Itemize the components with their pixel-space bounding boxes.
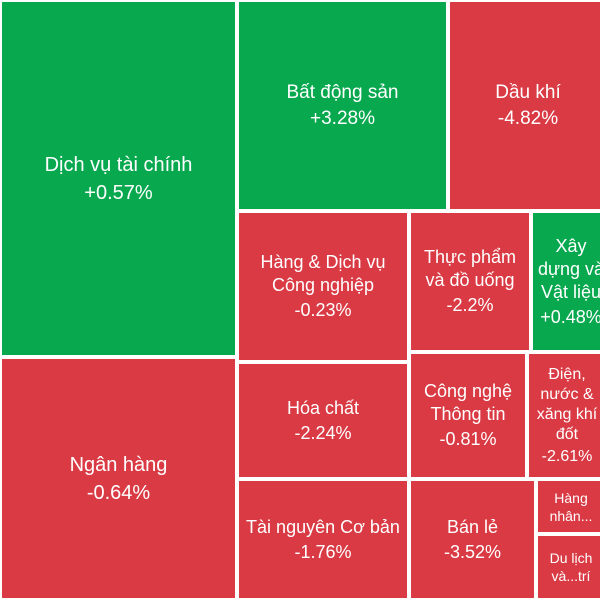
treemap-tile-xay-dung-va-vat-lieu[interactable]: Xây dựng và Vật liệu +0.48%	[531, 211, 600, 352]
sector-name-label: Công nghệ Thông tin	[423, 381, 513, 424]
sector-change-label: -1.76%	[294, 541, 352, 562]
sector-change-label: -0.81%	[439, 429, 497, 449]
treemap-tile-hoa-chat[interactable]: Hóa chất -2.24%	[237, 362, 409, 479]
sector-name-label: Điện, nước & xăng khí đốt	[536, 365, 598, 443]
treemap-tile-hang-nhan[interactable]: Hàng nhân...	[536, 479, 600, 534]
sector-name-label: Dầu khí	[495, 81, 561, 103]
sector-name-label: Hóa chất	[286, 397, 360, 418]
treemap-tile-du-lich-va-tri[interactable]: Du lịch và...trí	[536, 534, 600, 600]
sector-change-label: -3.52%	[443, 541, 502, 562]
sector-name-label: Tài nguyên Cơ bản	[246, 516, 400, 537]
treemap-tile-hang-dich-vu-cong-nghiep[interactable]: Hàng & Dịch vụ Công nghiệp -0.23%	[237, 211, 409, 362]
sector-name-label: Bán lẻ	[446, 516, 499, 537]
treemap-tile-ban-le[interactable]: Bán lẻ -3.52%	[409, 479, 536, 600]
treemap-tile-dau-khi[interactable]: Dầu khí -4.82%	[448, 0, 600, 211]
treemap-tile-dich-vu-tai-chinh[interactable]: Dịch vụ tài chính +0.57%	[0, 0, 237, 357]
sector-change-label: -2.61%	[541, 447, 593, 465]
treemap-tile-ngan-hang[interactable]: Ngân hàng -0.64%	[0, 357, 237, 600]
sector-change-label: -0.23%	[294, 300, 352, 320]
sector-name-label: Bất động sản	[286, 81, 399, 103]
sector-change-label: +3.28%	[310, 107, 375, 129]
sector-change-label: +0.48%	[540, 306, 600, 327]
treemap-tile-tai-nguyen-co-ban[interactable]: Tài nguyên Cơ bản -1.76%	[237, 479, 409, 600]
sector-name-label: Du lịch và...trí	[549, 550, 593, 584]
treemap-tile-cong-nghe-thong-tin[interactable]: Công nghệ Thông tin -0.81%	[409, 352, 527, 479]
sector-name-label: Dịch vụ tài chính	[44, 153, 193, 176]
treemap-tile-dien-nuoc-xang-khi-dot[interactable]: Điện, nước & xăng khí đốt -2.61%	[527, 352, 600, 479]
sector-name-label: Hàng nhân...	[549, 489, 593, 524]
treemap-tile-thuc-pham-va-do-uong[interactable]: Thực phẩm và đồ uống -2.2%	[409, 211, 531, 352]
sector-change-label: +0.57%	[84, 181, 153, 204]
sector-name-label: Hàng & Dịch vụ Công nghiệp	[260, 252, 386, 295]
sector-change-label: -2.24%	[294, 422, 352, 443]
treemap-tile-bat-dong-san[interactable]: Bất động sản +3.28%	[237, 0, 448, 211]
sector-change-label: -0.64%	[86, 481, 151, 504]
sector-change-label: -4.82%	[497, 107, 559, 129]
sector-name-label: Ngân hàng	[69, 453, 168, 476]
sector-name-label: Xây dựng và Vật liệu	[537, 235, 600, 302]
sector-change-label: -2.2%	[446, 295, 494, 315]
sector-name-label: Thực phẩm và đồ uống	[423, 247, 517, 290]
